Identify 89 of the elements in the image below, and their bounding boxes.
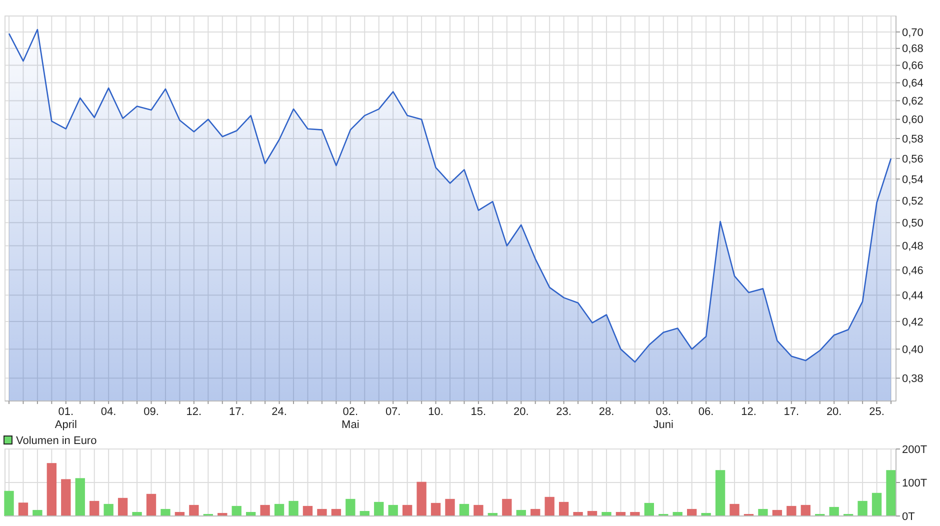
- bar: [715, 470, 726, 516]
- x-tick-label: 02. Mai: [342, 406, 360, 431]
- x-tick-label: 25.: [869, 406, 884, 418]
- bar: [829, 506, 839, 516]
- bar: [544, 496, 554, 516]
- bar: [502, 498, 512, 516]
- bar: [4, 490, 14, 516]
- bar: [104, 504, 114, 516]
- bar: [189, 504, 199, 516]
- bar: [786, 506, 796, 516]
- y-tick-label: 0,52: [902, 195, 924, 208]
- bar: [644, 502, 654, 516]
- bar: [630, 512, 640, 516]
- bar: [32, 510, 42, 516]
- y-tick-label: 0,54: [902, 174, 924, 186]
- bar: [886, 470, 896, 516]
- bar: [374, 502, 384, 516]
- bar: [75, 478, 85, 516]
- bar: [800, 504, 810, 516]
- y-tick-label: 0,44: [902, 290, 924, 302]
- y-tick-label: 100T: [902, 477, 928, 490]
- y-tick-label: 0,42: [902, 316, 924, 328]
- bar: [317, 508, 327, 516]
- y-tick-label: 0T: [902, 510, 916, 523]
- y-tick-label: 0,40: [902, 344, 924, 356]
- bar: [445, 498, 455, 516]
- y-tick-label: 0,48: [902, 240, 924, 253]
- x-tick-label: 06.: [698, 406, 714, 418]
- bar: [459, 504, 470, 516]
- bar: [288, 500, 298, 516]
- bar: [90, 500, 100, 516]
- y-tick-label: 0,60: [902, 114, 924, 126]
- bar: [772, 510, 782, 516]
- bar: [18, 502, 28, 516]
- bar: [758, 508, 768, 516]
- bar: [430, 502, 441, 516]
- bar: [232, 506, 242, 516]
- bar: [132, 512, 142, 516]
- x-tick-label: 23.: [556, 406, 572, 418]
- bar: [516, 510, 526, 516]
- bar: [160, 508, 170, 516]
- bar: [61, 479, 71, 516]
- y-tick-label: 0,64: [902, 78, 924, 90]
- x-tick-label: 10.: [428, 406, 444, 418]
- y-tick-label: 0,50: [902, 218, 924, 230]
- y-tick-label: 0,68: [902, 43, 924, 56]
- bar: [402, 504, 412, 516]
- y-tick-label: 0,56: [902, 153, 924, 166]
- bar: [474, 504, 484, 516]
- bar: [346, 498, 356, 516]
- bar: [416, 482, 426, 516]
- x-tick-label: 07.: [385, 406, 401, 418]
- bar: [602, 512, 612, 516]
- x-tick-label: 24.: [272, 406, 287, 418]
- x-tick-label: 09.: [144, 406, 159, 418]
- y-tick-label: 0,46: [902, 264, 924, 277]
- x-tick-label: 15.: [470, 406, 486, 418]
- bar: [573, 512, 583, 516]
- bar: [46, 463, 57, 516]
- bar: [558, 502, 569, 516]
- y-tick-label: 0,70: [902, 26, 924, 39]
- x-tick-label: 17.: [228, 406, 244, 418]
- bar: [146, 494, 156, 516]
- x-tick-label: 12.: [186, 406, 202, 418]
- bar: [858, 500, 868, 516]
- bar: [388, 504, 398, 516]
- y-tick-label: 0,62: [902, 96, 924, 108]
- y-tick-label: 200T: [902, 444, 928, 456]
- x-tick-label: 20.: [513, 406, 529, 418]
- legend-label: Volumen in Euro: [16, 434, 97, 447]
- bar: [274, 504, 284, 516]
- bar: [302, 506, 313, 516]
- x-tick-label: 12.: [741, 406, 756, 418]
- y-tick-label: 0,66: [902, 60, 924, 72]
- bar: [687, 508, 697, 516]
- bar: [260, 504, 270, 516]
- x-tick-label: 04.: [100, 406, 116, 418]
- x-tick-label: 03. Juni: [653, 406, 674, 431]
- x-tick-label: 20.: [826, 406, 842, 418]
- x-tick-label: 28.: [598, 406, 614, 418]
- y-tick-label: 0,38: [902, 373, 924, 386]
- bar: [872, 492, 882, 516]
- bar: [530, 508, 540, 516]
- bar: [331, 508, 342, 516]
- y-tick-label: 0,58: [902, 133, 924, 146]
- x-tick-label: 01. April: [54, 406, 77, 431]
- bar: [118, 498, 128, 516]
- bar: [730, 504, 740, 516]
- x-tick-label: 17.: [784, 406, 800, 418]
